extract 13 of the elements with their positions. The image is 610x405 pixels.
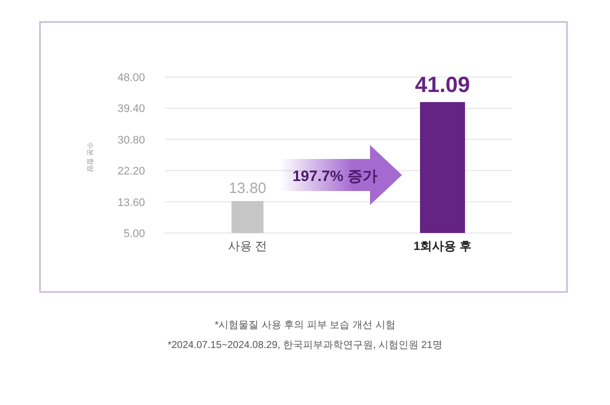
x-tick-label: 1회사용 후 xyxy=(413,239,472,253)
x-tick-label: 사용 전 xyxy=(228,239,268,253)
y-tick-label: 5.00 xyxy=(124,228,145,240)
text: *2024.07.15~2024.08.29, 한국피부과학연구원, 시험인원 21명 xyxy=(168,340,442,351)
data-label: 41.09 xyxy=(414,72,470,98)
y-tick-label: 48.00 xyxy=(117,72,145,84)
text: *시험물질 사용 후의 피부 보습 개선 시험 xyxy=(214,320,396,331)
data-label: 13.80 xyxy=(228,180,266,198)
y-tick-label: 22.20 xyxy=(117,166,145,178)
annotation: 197.7% 증가 xyxy=(292,168,378,185)
y-tick-label: 30.80 xyxy=(117,134,145,146)
y-tick-label: 13.60 xyxy=(117,196,145,209)
y-tick-label: 39.40 xyxy=(117,103,145,116)
